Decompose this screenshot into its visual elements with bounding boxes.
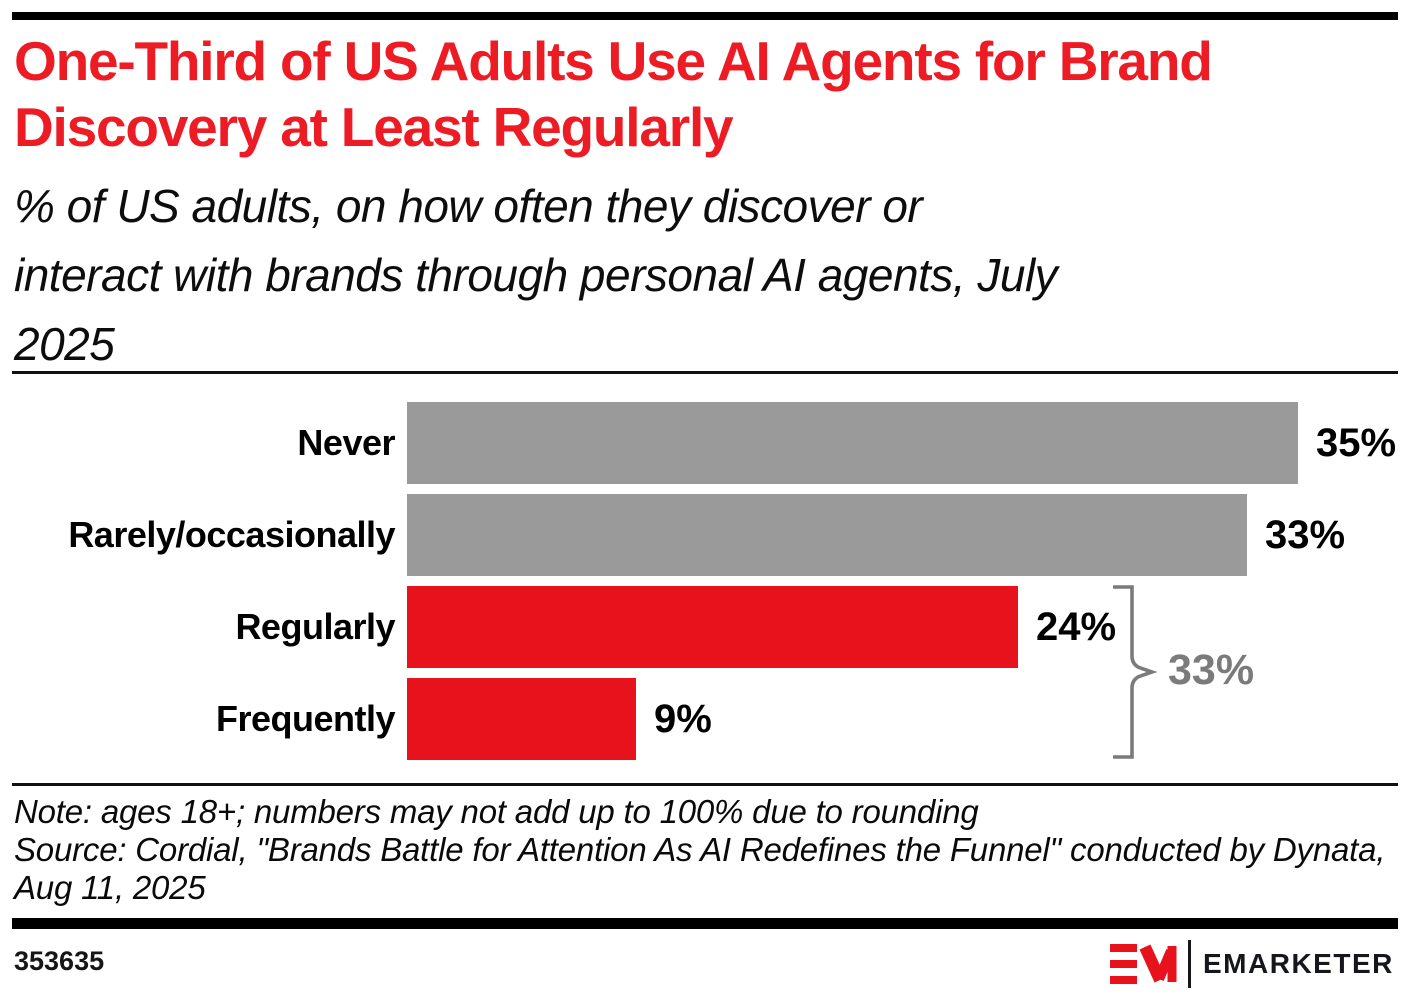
value-label: 33% (1265, 512, 1346, 557)
bar-regularly (407, 586, 1018, 668)
source-text: Source: Cordial, "Brands Battle for Atte… (14, 831, 1386, 906)
category-label: Frequently (215, 698, 396, 739)
chart-subtitle-line-1: % of US adults, on how often they discov… (14, 180, 923, 232)
bar-never (407, 402, 1298, 484)
note-text: Note: ages 18+; numbers may not add up t… (14, 793, 979, 830)
bar-rarely-occasionally (407, 494, 1247, 576)
logo-divider (1188, 940, 1191, 988)
notes-block: Note: ages 18+; numbers may not add up t… (14, 793, 1406, 907)
divider-above-chart (12, 371, 1398, 374)
chart-title-line-1: One-Third of US Adults Use AI Agents for… (14, 30, 1213, 92)
value-label: 24% (1036, 604, 1117, 649)
value-label: 9% (654, 696, 712, 741)
em-logo-icon (1110, 944, 1177, 984)
top-rule (12, 12, 1398, 20)
chart-subtitle-line-3: 2025 (14, 318, 115, 370)
category-label: Regularly (235, 606, 395, 647)
bar-row: Frequently 9% (0, 678, 1410, 760)
bar-frequently (407, 678, 636, 760)
bar-row: Rarely/occasionally 33% (0, 494, 1410, 576)
chart-subtitle: % of US adults, on how often they discov… (14, 172, 1406, 379)
category-label: Rarely/occasionally (68, 514, 395, 555)
emarketer-logo: EMARKETER (1110, 938, 1394, 990)
divider-above-notes (12, 783, 1398, 786)
bar-row: Never 35% (0, 402, 1410, 484)
chart-title-line-2: Discovery at Least Regularly (14, 96, 734, 158)
bar-chart: Never 35% Rarely/occasionally 33% Regula… (0, 402, 1410, 770)
brand-name: EMARKETER (1203, 948, 1394, 979)
brace-annotation-icon (1113, 585, 1158, 759)
brace-path (1113, 585, 1158, 759)
value-label: 35% (1316, 420, 1397, 465)
brace-label: 33% (1168, 646, 1255, 694)
chart-title: One-Third of US Adults Use AI Agents for… (14, 28, 1406, 160)
chart-id: 353635 (14, 946, 105, 976)
bottom-rule (12, 918, 1398, 929)
chart-subtitle-line-2: interact with brands through personal AI… (14, 249, 1058, 301)
category-label: Never (297, 422, 395, 463)
bar-row: Regularly 24% (0, 586, 1410, 668)
